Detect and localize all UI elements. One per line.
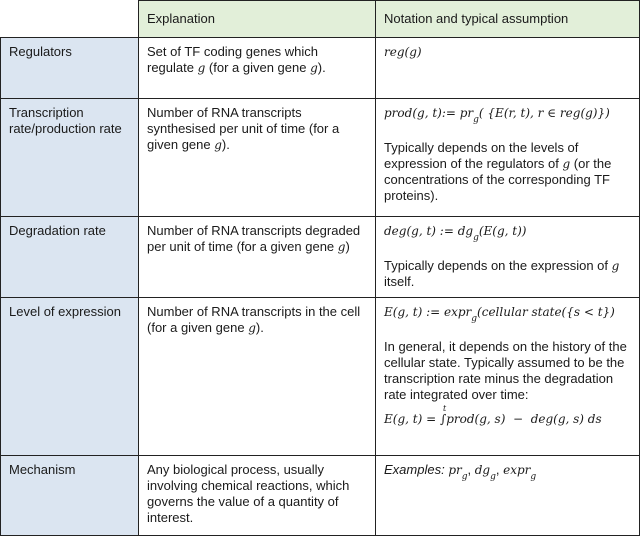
math-g: g — [197, 61, 206, 75]
text: ). — [255, 320, 264, 335]
text: itself. — [384, 274, 415, 289]
example: dgg — [474, 463, 496, 482]
integral-symbol: ∫ — [439, 412, 447, 426]
notation-level-of-expression: E(g, t) := exprg(cellular state({s < t})… — [375, 297, 640, 456]
example-base: pr — [448, 463, 462, 477]
formula-subscript: g — [473, 233, 479, 243]
note: In general, it depends on the history of… — [384, 339, 627, 402]
notation-mechanism: Examples: prg, dgg, exprg — [375, 455, 640, 536]
formula: prod(g, t):= prg( {E(r, t), r ∈ reg(g)}) — [384, 105, 631, 128]
examples-label: Examples: — [384, 462, 445, 477]
notation-transcription-rate: prod(g, t):= prg( {E(r, t), r ∈ reg(g)})… — [375, 98, 640, 217]
note: Typically depends on the expression of g… — [384, 258, 631, 290]
formula-subscript: g — [471, 314, 478, 324]
formula-part: E(g, t) = — [384, 412, 440, 426]
math-g: g — [214, 138, 222, 152]
explanation-degradation-rate: Number of RNA transcripts degraded per u… — [138, 216, 376, 298]
explanation-mechanism: Any biological process, usually involvin… — [138, 455, 376, 536]
text: ). — [221, 137, 230, 152]
math-g: g — [562, 157, 571, 171]
text: Number of RNA transcripts degraded per u… — [147, 223, 361, 254]
example-base: dg — [474, 463, 491, 477]
formula: deg(g, t) := dgg(E(g, t)) — [384, 223, 631, 246]
formula: E(g, t) := exprg(cellular state({s < t}) — [384, 304, 631, 327]
formula-part: prod(g, t):= pr — [384, 106, 474, 120]
text: Typically depends on the levels of expre… — [384, 140, 579, 171]
formula-part: (cellular state({s < t}) — [477, 305, 615, 319]
formula-part: ( {E(r, t), r ∈ reg(g)}) — [478, 106, 610, 120]
text: ) — [345, 239, 350, 254]
text: Number of RNA transcripts synthesised pe… — [147, 105, 340, 152]
row-label-regulators: Regulators — [0, 37, 139, 99]
integral-upper-limit: t — [442, 404, 447, 413]
text: Typically depends on the expression of — [384, 258, 612, 273]
formula: reg(g) — [384, 45, 422, 59]
example-subscript: g — [461, 472, 468, 482]
explanation-regulators: Set of TF coding genes which regulate g … — [138, 37, 376, 99]
row-label-degradation-rate: Degradation rate — [0, 216, 139, 298]
integral-sign: t ∫ — [439, 404, 447, 427]
text: (for a given gene — [205, 60, 311, 75]
math-g: g — [248, 321, 256, 335]
text: Number of RNA transcripts in the cell (f… — [147, 304, 361, 335]
math-g: g — [310, 61, 318, 75]
example: exprg — [503, 463, 536, 482]
math-g: g — [611, 259, 620, 273]
explanation-transcription-rate: Number of RNA transcripts synthesised pe… — [138, 98, 376, 217]
header-explanation: Explanation — [138, 0, 376, 38]
formula-part: E(g, t) := expr — [384, 305, 472, 319]
row-label-transcription-rate: Transcription rate/production rate — [0, 98, 139, 217]
text: Set of TF coding genes which regulate — [147, 44, 319, 75]
integral-formula: E(g, t) = t ∫prod(g, s) − deg(g, s) ds — [384, 404, 631, 427]
row-label-level-of-expression: Level of expression — [0, 297, 139, 456]
row-label-mechanism: Mechanism — [0, 455, 139, 536]
text: (or the concentrations of the correspond… — [384, 156, 612, 203]
explanation-level-of-expression: Number of RNA transcripts in the cell (f… — [138, 297, 376, 456]
example-subscript: g — [530, 472, 537, 482]
example-base: expr — [503, 463, 531, 477]
formula-subscript: g — [473, 115, 479, 125]
formula-part: prod(g, s) − deg(g, s) ds — [446, 412, 602, 426]
note: Typically depends on the levels of expre… — [384, 140, 631, 204]
example-subscript: g — [490, 472, 496, 482]
example: prg — [448, 463, 467, 482]
math-g: g — [337, 240, 346, 254]
formula-part: deg(g, t) := dg — [384, 224, 474, 238]
header-notation: Notation and typical assumption — [375, 0, 640, 38]
formula-part: (E(g, t)) — [478, 224, 527, 238]
text: ). — [317, 60, 326, 75]
notation-regulators: reg(g) — [375, 37, 640, 99]
notation-degradation-rate: deg(g, t) := dgg(E(g, t)) Typically depe… — [375, 216, 640, 298]
